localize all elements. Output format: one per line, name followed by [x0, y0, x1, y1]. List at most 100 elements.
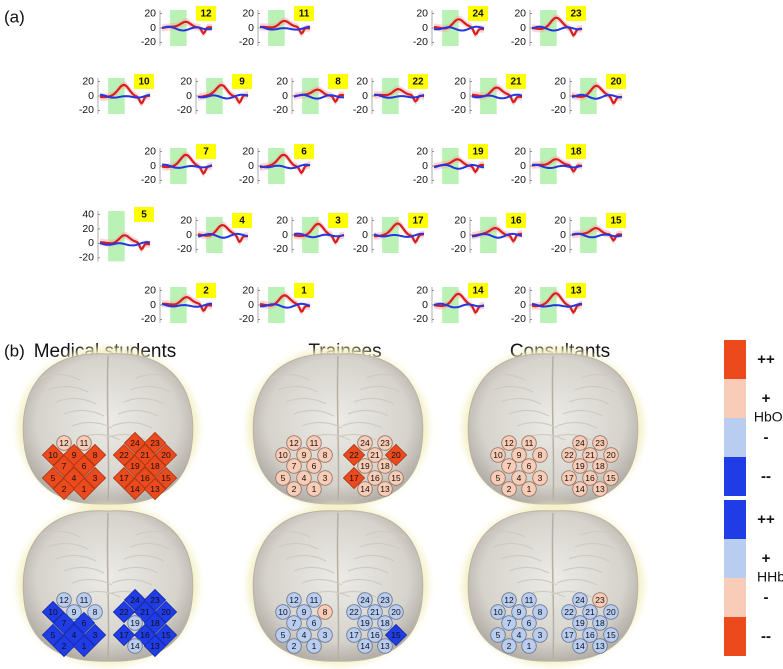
- channel-circle: [572, 435, 588, 451]
- channel-number: 8: [335, 77, 341, 88]
- channel-label: 8: [323, 607, 328, 617]
- channel-label: 10: [48, 607, 58, 617]
- channel-label: 17: [349, 630, 359, 640]
- channel-label: 15: [391, 630, 401, 640]
- channel-label: 23: [150, 438, 160, 448]
- signal-plot: 20 0 -20 3: [273, 213, 348, 255]
- brain-gyrus: [341, 421, 383, 429]
- channel-label: 9: [72, 607, 77, 617]
- channel-circle: [501, 615, 517, 631]
- channel-label: 8: [93, 450, 98, 460]
- channel-circle: [296, 470, 312, 486]
- brain-gyrus: [123, 554, 165, 562]
- y-tick-label: 20: [180, 75, 192, 87]
- panel-label: (a): [4, 7, 25, 26]
- channel-label: 4: [517, 630, 522, 640]
- brain-gyrus: [285, 554, 327, 562]
- channel-label: 15: [606, 630, 616, 640]
- legend-swatch: [724, 539, 746, 578]
- channel-label: 4: [302, 630, 307, 640]
- brain-gyrus: [556, 421, 598, 429]
- y-tick-label: 0: [88, 237, 94, 249]
- brain-gyrus: [47, 385, 89, 393]
- channel-number: 18: [570, 147, 582, 158]
- channel-label: 12: [289, 438, 299, 448]
- y-tick-label: 20: [276, 75, 288, 87]
- brain-gyrus: [277, 542, 319, 550]
- brain-gyrus: [580, 530, 622, 538]
- hbo2-curve: [373, 222, 425, 244]
- channel-label: 23: [380, 438, 390, 448]
- y-tick-label: -20: [141, 313, 156, 325]
- channel-label: 18: [380, 618, 390, 628]
- legend-level: -: [764, 589, 769, 606]
- hhb-curve: [433, 163, 485, 170]
- channel-badge: [196, 283, 216, 298]
- channel-number: 5: [141, 210, 147, 221]
- channel-circle: [357, 638, 373, 654]
- channel-label: 20: [161, 450, 171, 460]
- y-tick-label: -20: [551, 243, 566, 255]
- channel-diamond: [52, 611, 76, 635]
- channel-label: 1: [82, 641, 87, 651]
- channel-circle: [275, 447, 291, 463]
- channel-number: 16: [510, 216, 522, 227]
- channel-circle: [582, 470, 598, 486]
- y-tick-label: 20: [514, 284, 526, 296]
- channel-circle: [592, 615, 608, 631]
- brain-gyrus: [285, 397, 327, 405]
- channel-number: 7: [203, 147, 209, 158]
- brain-gyrus: [508, 409, 550, 417]
- channel-label: 18: [595, 461, 605, 471]
- channel-circle: [490, 470, 506, 486]
- hbo2-band: [198, 81, 248, 107]
- channel-label: 7: [292, 618, 297, 628]
- channel-label: 16: [585, 473, 595, 483]
- channel-number: 17: [412, 216, 424, 227]
- channel-diamond: [41, 600, 65, 624]
- hbo2-band: [294, 220, 344, 246]
- brain-gyrus: [47, 542, 89, 550]
- channel-label: 23: [595, 595, 605, 605]
- brain-gyrus: [277, 385, 319, 393]
- channel-label: 14: [130, 484, 140, 494]
- y-tick-label: -20: [451, 243, 466, 255]
- channel-circle: [582, 604, 598, 620]
- channel-circle: [317, 627, 333, 643]
- channel-circle: [572, 481, 588, 497]
- channel-label: 21: [140, 607, 150, 617]
- channel-label: 12: [504, 595, 514, 605]
- channel-circle: [521, 638, 537, 654]
- channel-diamond: [41, 623, 65, 647]
- signal-plot: 20 0 -20 11: [239, 6, 314, 48]
- channel-label: 11: [310, 438, 319, 448]
- channel-badge: [606, 74, 626, 89]
- legend-level: +: [762, 390, 771, 407]
- channel-circle: [388, 604, 404, 620]
- channel-circle: [592, 435, 608, 451]
- y-tick-label: 20: [454, 214, 466, 226]
- channel-diamond: [112, 443, 136, 467]
- channel-label: 20: [606, 607, 616, 617]
- channel-circle: [521, 592, 537, 608]
- channel-circle: [66, 604, 82, 620]
- channel-diamond: [123, 477, 147, 501]
- channel-label: 16: [140, 473, 150, 483]
- channel-label: 21: [370, 450, 380, 460]
- y-tick-label: 0: [520, 22, 526, 34]
- channel-diamond: [154, 600, 178, 624]
- channel-circle: [501, 638, 517, 654]
- signal-plot: 20 0 -20 20: [551, 74, 626, 116]
- channel-circle: [532, 604, 548, 620]
- channel-diamond: [384, 443, 408, 467]
- channel-number: 9: [239, 77, 245, 88]
- channel-label: 7: [507, 461, 512, 471]
- channel-diamond: [72, 477, 96, 501]
- y-tick-label: 0: [422, 160, 428, 172]
- brain-fissure: [336, 512, 340, 660]
- channel-circle: [286, 481, 302, 497]
- channel-circle: [296, 604, 312, 620]
- legend-swatch: [724, 457, 746, 496]
- hhb-curve: [259, 163, 311, 170]
- y-tick-label: 20: [276, 214, 288, 226]
